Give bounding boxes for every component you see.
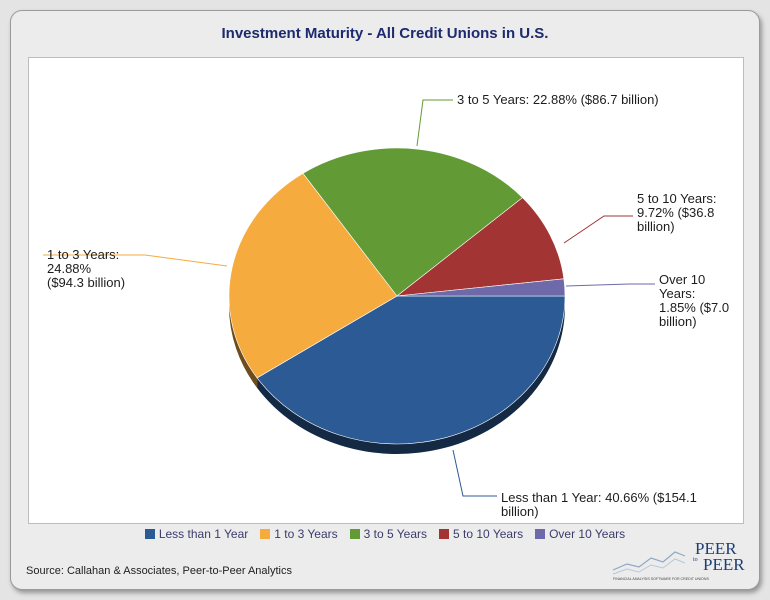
data-label-over-10-years-line-1: Over 10 [659, 272, 705, 287]
leader-line-5-to-10-years [563, 215, 633, 244]
pie-chart: Less than 1 Year: 40.66% ($154.1billion)… [43, 92, 729, 519]
leader-line-over-10-years [565, 283, 655, 287]
legend-swatch [439, 529, 450, 539]
pie-slice-3-to-5-years[interactable] [302, 147, 523, 297]
legend-swatch [144, 529, 155, 539]
pie-depth-1-to-3-years [229, 296, 258, 388]
data-label-5-to-10-years-line-3: billion) [637, 219, 675, 234]
leader-line-1-to-3-years [43, 254, 228, 267]
legend-item-1-to-3-years[interactable]: 1 to 3 Years [260, 527, 338, 541]
data-label-1-to-3-years-line-2: 24.88% [47, 261, 92, 276]
legend-label: 3 to 5 Years [363, 527, 428, 541]
data-label-over-10-years-line-4: billion) [659, 314, 697, 329]
data-label-1-to-3-years-line-1: 1 to 3 Years: [47, 247, 119, 262]
data-label-1-to-3-years-line-3: ($94.3 billion) [47, 275, 125, 290]
data-label-5-to-10-years-line-1: 5 to 10 Years: [637, 191, 717, 206]
logo-text-peer-1: PEER [695, 539, 737, 558]
logo-text-to: to [693, 557, 698, 563]
data-label-less-than-1-year-line-1: Less than 1 Year: 40.66% ($154.1 [501, 490, 697, 505]
legend-label: 5 to 10 Years [453, 527, 524, 541]
legend-label: Over 10 Years [549, 527, 626, 541]
legend: Less than 1 Year 1 to 3 Years 3 to 5 Years… [11, 527, 759, 541]
chart-title: Investment Maturity - All Credit Unions … [221, 25, 549, 42]
legend-item-3-to-5-years[interactable]: 3 to 5 Years [349, 527, 428, 541]
pie-slice-5-to-10-years[interactable] [395, 197, 565, 297]
pie-slices [228, 147, 566, 445]
data-label-3-to-5-years-line-1: 3 to 5 Years: 22.88% ($86.7 billion) [457, 92, 659, 107]
legend-item-over-10-years[interactable]: Over 10 Years [535, 527, 625, 541]
legend-swatch [260, 529, 271, 539]
logo-tagline: FINANCIAL ANALYSIS SOFTWARE FOR CREDIT U… [613, 577, 709, 581]
logo-text-peer-2: PEER [703, 555, 745, 574]
data-label-over-10-years-line-2: Years: [659, 286, 695, 301]
legend-swatch [349, 529, 360, 539]
pie-slice-1-to-3-years[interactable] [228, 172, 398, 379]
pie-annotations: Less than 1 Year: 40.66% ($154.1billion)… [43, 92, 729, 519]
leader-line-less-than-1-year [452, 449, 497, 497]
data-label-less-than-1-year-line-2: billion) [501, 504, 539, 519]
legend-label: 1 to 3 Years [274, 527, 338, 541]
legend-item-less-than-1-year[interactable]: Less than 1 Year [144, 527, 249, 541]
source-note: Source: Callahan & Associates, Peer-to-P… [26, 565, 292, 577]
chart-frame: Investment Maturity - All Credit Unions … [10, 10, 760, 590]
legend-label: Less than 1 Year [158, 527, 249, 541]
legend-item-5-to-10-years[interactable]: 5 to 10 Years [439, 527, 523, 541]
pie-slice-over-10-years[interactable] [396, 278, 566, 297]
pie-depth [229, 296, 565, 454]
data-label-5-to-10-years-line-2: 9.72% ($36.8 [637, 205, 714, 220]
peer-to-peer-logo: PEER to PEER FINANCIAL ANALYSIS SOFTWARE… [612, 539, 745, 581]
data-label-over-10-years-line-3: 1.85% ($7.0 [659, 300, 729, 315]
plot-area: Less than 1 Year: 40.66% ($154.1 billion)… [28, 57, 744, 524]
leader-line-3-to-5-years [416, 99, 453, 147]
legend-swatch [535, 529, 546, 539]
